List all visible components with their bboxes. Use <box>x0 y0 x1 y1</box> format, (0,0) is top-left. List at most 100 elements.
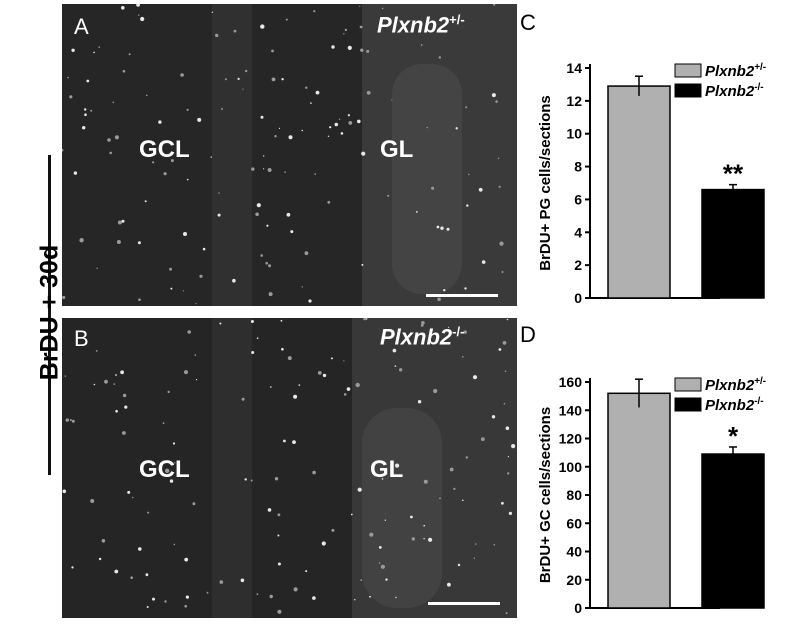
cell-speck <box>493 544 496 546</box>
cell-speck <box>152 161 155 164</box>
cell-speck <box>128 53 131 56</box>
panel-b-genotype: Plxnb2-/- <box>380 324 464 350</box>
cell-speck <box>268 292 273 297</box>
y-tick-label: 160 <box>559 374 583 390</box>
cell-speck <box>137 241 141 245</box>
cell-speck <box>288 135 293 140</box>
cell-speck <box>120 370 124 375</box>
cell-speck <box>310 102 312 104</box>
cell-speck <box>381 7 384 10</box>
cell-speck <box>121 219 125 223</box>
cell-speck <box>331 45 335 49</box>
cell-speck <box>466 204 469 207</box>
cell-speck <box>174 462 176 464</box>
cell-speck <box>340 132 344 135</box>
cell-speck <box>146 94 148 96</box>
cell-speck <box>378 562 381 564</box>
cell-speck <box>508 511 512 515</box>
cell-speck <box>497 157 500 159</box>
cell-speck <box>436 225 440 229</box>
cell-speck <box>184 557 189 562</box>
cell-speck <box>269 386 272 388</box>
cell-speck <box>322 373 327 378</box>
cell-speck <box>438 56 441 59</box>
y-axis-title: BrDU+ PG cells/sections <box>537 95 554 271</box>
cell-speck <box>65 418 69 422</box>
cell-speck <box>121 6 125 10</box>
cell-speck <box>344 28 348 32</box>
cell-speck <box>495 100 498 103</box>
y-tick-label: 2 <box>574 257 582 273</box>
cell-speck <box>387 194 390 197</box>
cell-speck <box>505 426 510 430</box>
cell-speck <box>501 501 504 505</box>
panel-b-genotype-name: Plxnb2 <box>380 324 453 350</box>
cell-speck <box>146 606 149 608</box>
cell-speck <box>463 330 467 334</box>
legend-swatch-het <box>674 63 702 78</box>
cell-speck <box>305 86 308 89</box>
cell-speck <box>271 49 274 53</box>
cell-speck <box>343 393 347 396</box>
cell-speck <box>473 557 476 559</box>
cell-speck <box>260 254 263 257</box>
y-tick-label: 140 <box>559 402 583 418</box>
cell-speck <box>501 271 504 273</box>
cell-speck <box>113 383 116 385</box>
legend-label-het: Plxnb2+/- <box>705 62 766 80</box>
panel-a-genotype: Plxnb2+/- <box>377 12 465 38</box>
cell-speck <box>130 576 133 579</box>
cell-speck <box>378 546 382 549</box>
bar-ko <box>701 453 765 609</box>
micrograph-b-speckles <box>62 318 516 615</box>
cell-speck <box>140 16 145 22</box>
side-bracket-line <box>48 155 51 475</box>
cell-speck <box>293 394 298 399</box>
cell-speck <box>269 594 273 599</box>
legend-label-ko: Plxnb2-/- <box>705 82 764 100</box>
cell-speck <box>327 200 331 204</box>
panel-b-region-gcl: GCL <box>139 456 190 483</box>
cell-speck <box>69 95 73 99</box>
cell-speck <box>423 538 425 540</box>
cell-speck <box>71 48 75 52</box>
cell-speck <box>184 370 188 375</box>
cell-speck <box>170 159 174 163</box>
chart-c: BrDU+ PG cells/sections 0 2 4 6 8 10 12 14 ** Plxn… <box>537 60 766 306</box>
cell-speck <box>224 78 227 81</box>
cell-speck <box>285 18 288 21</box>
cell-speck <box>350 513 353 516</box>
cell-speck <box>101 539 106 543</box>
micrograph-a-speckles <box>62 4 504 305</box>
cell-speck <box>256 337 259 339</box>
panel-a-region-gcl: GCL <box>139 136 190 163</box>
y-tick-label: 14 <box>566 60 582 76</box>
bar-het <box>607 392 671 609</box>
panel-d-letter: D <box>520 322 536 347</box>
cell-speck <box>114 569 119 574</box>
cell-speck <box>95 350 98 352</box>
cell-speck <box>503 402 506 405</box>
cell-speck <box>359 5 361 7</box>
cell-speck <box>284 171 286 173</box>
cell-speck <box>256 593 259 596</box>
cell-speck <box>421 321 425 325</box>
cell-speck <box>360 48 364 52</box>
panel-a-letter: A <box>74 14 89 39</box>
cell-speck <box>147 511 150 514</box>
cell-speck <box>298 384 301 386</box>
cell-speck <box>506 318 509 321</box>
cell-speck <box>354 599 356 601</box>
cell-speck <box>420 44 423 46</box>
cell-speck <box>428 537 433 542</box>
cell-speck <box>86 79 90 83</box>
cell-speck <box>71 566 74 569</box>
panel-a-region-gl: GL <box>380 136 414 163</box>
cell-speck <box>343 360 345 362</box>
cell-speck <box>474 543 477 545</box>
y-tick-label: 10 <box>566 126 582 142</box>
y-tick-label: 6 <box>574 191 582 207</box>
cell-speck <box>278 127 281 129</box>
cell-speck <box>266 224 269 227</box>
cell-speck <box>363 318 367 321</box>
